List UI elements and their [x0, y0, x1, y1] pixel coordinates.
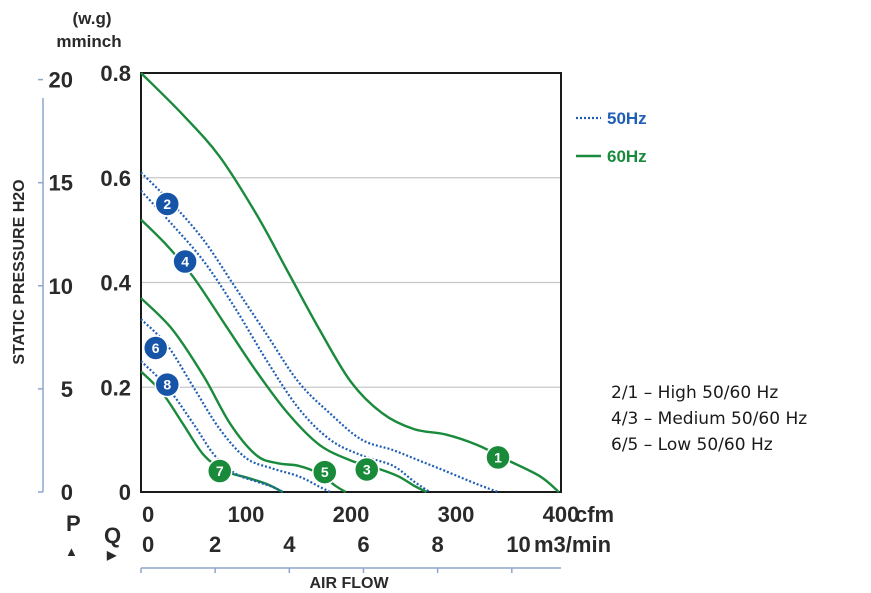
unit-mminch-label: mminch: [56, 32, 121, 51]
x-tick-labels: 0 100 200 300 400 0 2 4 6 8 10: [140, 502, 580, 573]
y-tick-inch: 0.4: [100, 271, 131, 296]
series-line-6: [140, 318, 331, 493]
y-tick-inch: 0.8: [100, 61, 131, 86]
series-line-2: [140, 171, 499, 494]
series-badge-2: [154, 191, 180, 217]
y-axis-title: STATIC PRESSURE H2O: [11, 179, 28, 364]
x-tick-cfm: 300: [438, 502, 475, 527]
p-arrow-icon: ▲: [65, 544, 78, 559]
x-tick-cfm: 0: [142, 502, 154, 527]
series-badge-1: [485, 444, 511, 471]
p-label: P: [66, 511, 81, 536]
series-badge-label-1: 1: [494, 449, 502, 465]
y-tick-inch: 0.2: [100, 375, 131, 400]
y-tick-mm: 0: [61, 480, 73, 505]
note-low: 6/5 – Low 50/60 Hz: [611, 435, 773, 455]
y-tick-inch: 0: [119, 480, 131, 505]
plot-frame: [140, 72, 562, 493]
series-badge-label-3: 3: [363, 461, 371, 477]
series-badge-label-6: 6: [152, 340, 160, 356]
series-badge-label-2: 2: [163, 196, 171, 212]
series-badge-7: [207, 458, 233, 484]
series-badge-8: [154, 371, 180, 398]
x-axis-title: AIR FLOW: [309, 575, 389, 592]
x-tick-m3min: 6: [357, 532, 369, 557]
y-tick-mm: 20: [49, 68, 73, 93]
x-tick-cfm: 200: [333, 502, 370, 527]
series-badges: 1 2 3 4 5 6 7 8: [142, 191, 511, 485]
speed-notes: 2/1 – High 50/60 Hz 4/3 – Medium 50/60 H…: [611, 380, 807, 458]
x-tick-m3min: 10: [506, 532, 530, 557]
series-badge-3: [354, 456, 380, 483]
y-tick-mm: 15: [49, 171, 73, 196]
x-tick-m3min: 8: [432, 532, 444, 557]
x-tick-cfm: 400: [543, 502, 580, 527]
y-tick-mm: 10: [49, 274, 73, 299]
note-medium: 4/3 – Medium 50/60 Hz: [611, 409, 808, 429]
legend: 50Hz 60Hz: [576, 109, 647, 166]
y-tick-mm: 5: [61, 377, 73, 402]
x-tick-m3min: 0: [142, 532, 154, 557]
legend-50hz-label: 50Hz: [607, 109, 647, 128]
q-label: Q: [104, 523, 121, 548]
unit-wg-label: (w.g): [72, 9, 111, 28]
x-tick-cfm: 100: [228, 502, 265, 527]
y-tick-inch: 0.6: [100, 166, 131, 191]
y-tick-labels: 0 0.2 0.4 0.6 0.8 0 5 10 15 20: [38, 61, 132, 505]
series-line-4: [140, 190, 431, 493]
q-arrow-icon: ▶: [106, 548, 117, 562]
x-tick-m3min: 4: [283, 532, 296, 557]
series-badge-4: [172, 248, 198, 275]
series-badge-label-5: 5: [321, 464, 329, 480]
series-line-3: [140, 218, 428, 494]
cfm-unit-label: cfm: [575, 502, 614, 527]
series-badge-6: [142, 335, 169, 361]
x-tick-m3min: 2: [209, 532, 221, 557]
series-badge-label-4: 4: [181, 254, 189, 270]
grid: [141, 177, 561, 388]
series-badge-label-8: 8: [163, 377, 171, 393]
note-high: 2/1 – High 50/60 Hz: [611, 383, 779, 403]
m3min-unit-label: m3/min: [534, 532, 611, 557]
legend-60hz-label: 60Hz: [607, 147, 647, 166]
series-badge-label-7: 7: [216, 463, 224, 479]
series-badge-5: [312, 459, 338, 485]
